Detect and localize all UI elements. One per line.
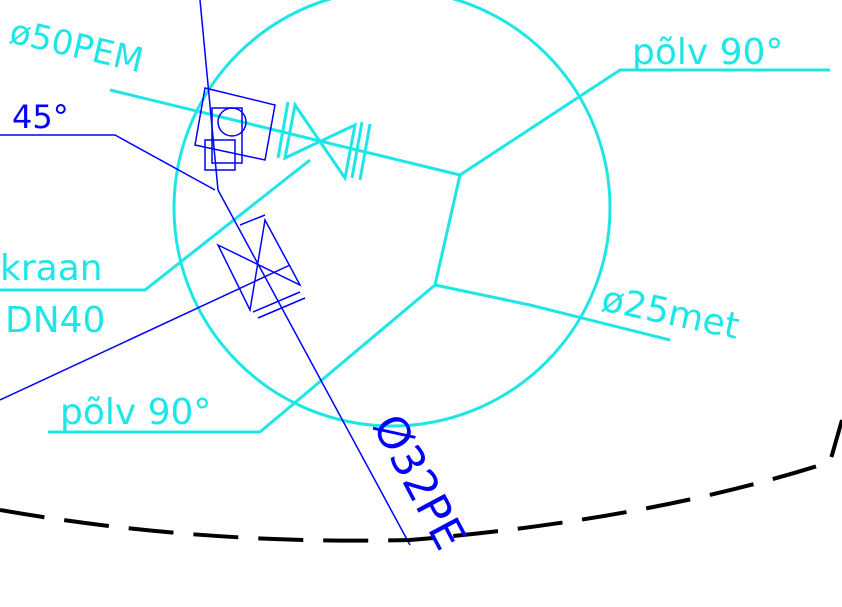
leader [0,134,216,191]
fitting [194,87,276,171]
pipe [433,174,462,286]
pipe [459,68,830,177]
label: 45° [12,98,69,136]
pipe [48,283,436,434]
leader [199,0,411,546]
valve [276,101,372,182]
boundary [0,419,842,543]
leader [0,158,311,292]
leader [0,264,291,401]
manhole [172,0,612,428]
label: kraan [0,248,103,289]
pipe [109,88,461,177]
valve [216,214,306,319]
label: DN40 [5,300,105,341]
pipe [434,283,671,342]
label: põlv 90° [60,392,211,433]
label: põlv 90° [632,32,783,73]
